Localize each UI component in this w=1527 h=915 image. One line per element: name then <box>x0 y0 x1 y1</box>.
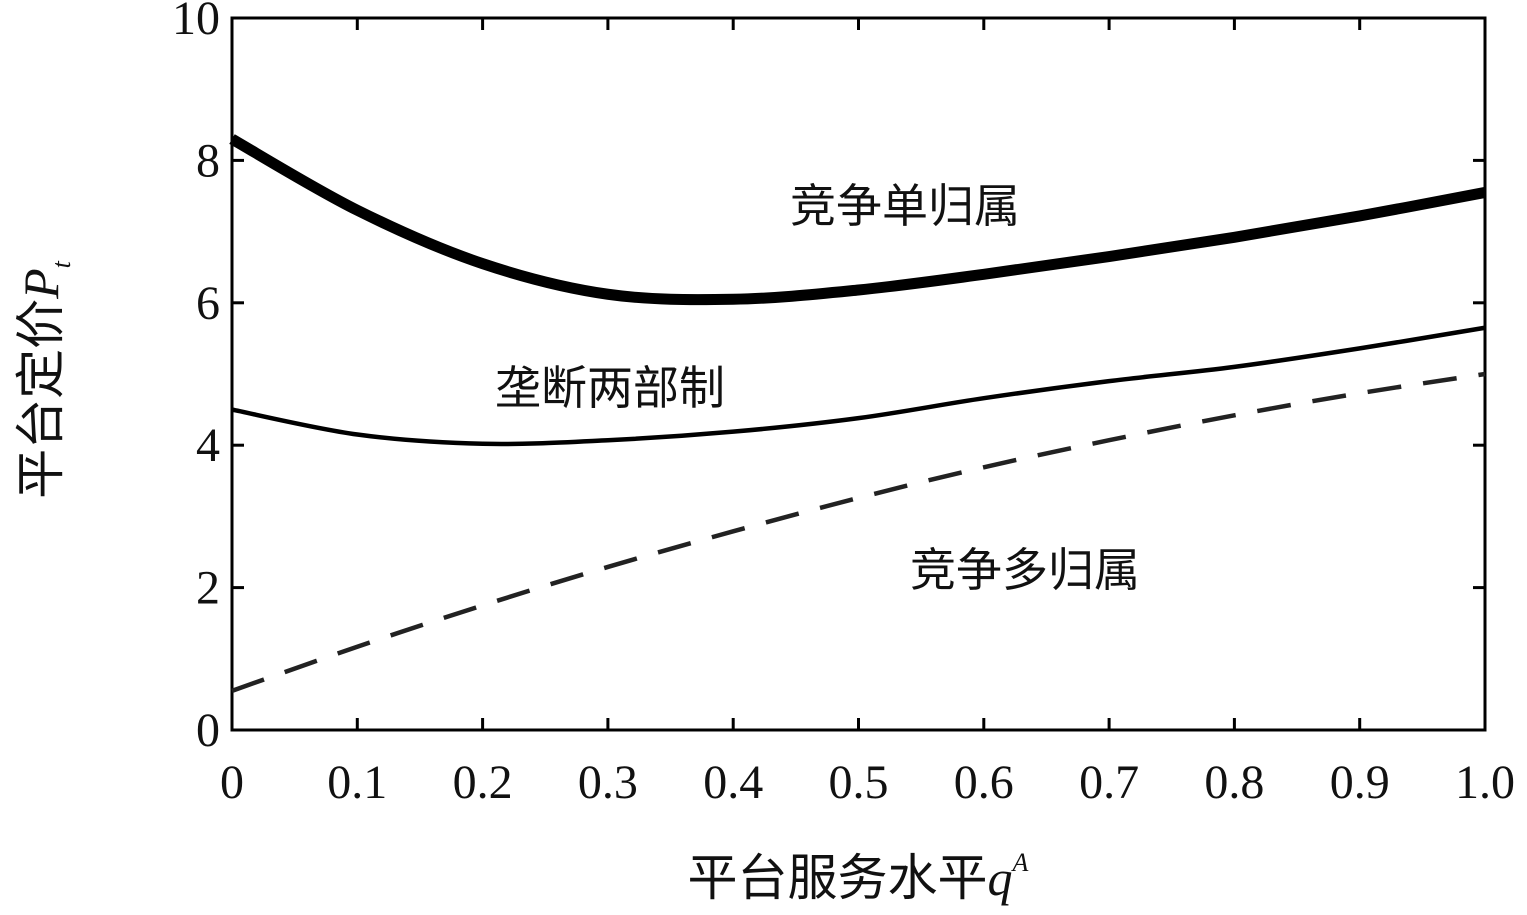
x-axis-superscript: A <box>1011 848 1029 877</box>
y-tick-label: 0 <box>196 704 220 757</box>
series-line <box>231 325 1486 447</box>
x-axis-title: 平台服务水平qA <box>688 848 1029 906</box>
y-tick-label: 4 <box>196 419 220 472</box>
x-axis-title-text: 平台服务水平 <box>688 850 988 906</box>
x-tick-label: 0.2 <box>453 756 513 809</box>
x-axis-symbol: q <box>988 850 1013 906</box>
series-label: 竞争单归属 <box>790 181 1020 232</box>
x-tick-label: 0 <box>220 756 244 809</box>
x-tick-label: 0.4 <box>703 756 763 809</box>
y-tick-label: 10 <box>172 0 220 45</box>
series-line <box>231 371 1486 693</box>
series-line <box>229 134 1487 306</box>
series-label: 垄断两部制 <box>495 363 725 414</box>
x-tick-label: 0.6 <box>954 756 1014 809</box>
y-axis-subscript: t <box>47 260 76 268</box>
x-tick-label: 0.8 <box>1204 756 1264 809</box>
x-tick-label: 0.7 <box>1079 756 1139 809</box>
series-label: 竞争多归属 <box>910 545 1140 596</box>
x-tick-label: 0.5 <box>829 756 889 809</box>
y-axis-symbol: P <box>13 268 69 300</box>
y-axis-title-text: 平台定价 <box>13 299 69 499</box>
plot-frame <box>230 16 1487 732</box>
x-tick-label: 1.0 <box>1455 756 1515 809</box>
x-tick-label: 0.9 <box>1330 756 1390 809</box>
y-tick-label: 6 <box>196 277 220 330</box>
y-tick-label: 2 <box>196 562 220 615</box>
x-tick-label: 0.3 <box>578 756 638 809</box>
y-tick-label: 8 <box>196 134 220 187</box>
y-axis-title: 平台定价Pt <box>13 260 76 499</box>
x-tick-label: 0.1 <box>327 756 387 809</box>
